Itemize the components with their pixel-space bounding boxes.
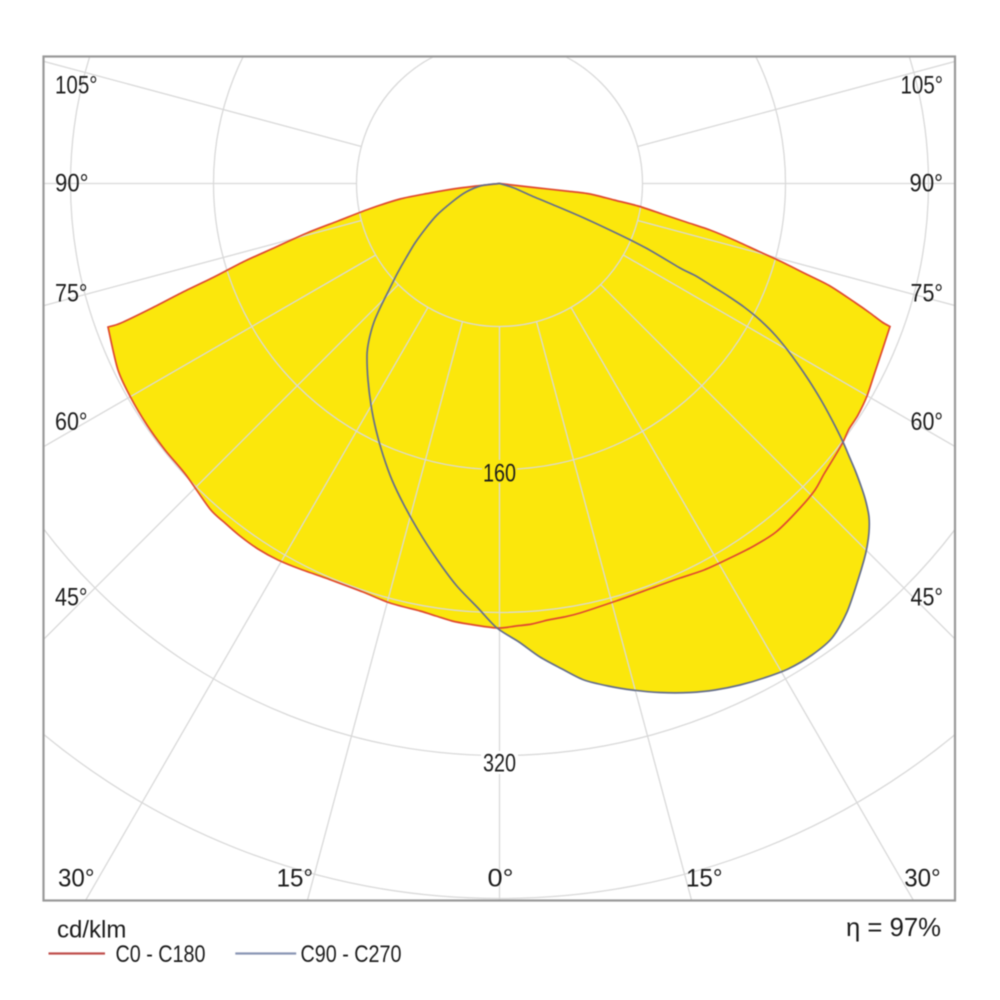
svg-text:cd/klm: cd/klm (57, 917, 126, 944)
svg-text:15°: 15° (686, 865, 723, 893)
svg-text:90°: 90° (55, 170, 89, 198)
svg-text:320: 320 (483, 750, 516, 778)
svg-text:75°: 75° (911, 280, 944, 308)
svg-text:90°: 90° (910, 170, 944, 198)
svg-text:C90 - C270: C90 - C270 (301, 941, 402, 968)
svg-text:C0 - C180: C0 - C180 (116, 941, 206, 968)
svg-text:0°: 0° (488, 865, 514, 893)
svg-text:105°: 105° (901, 72, 944, 100)
svg-text:60°: 60° (911, 408, 944, 436)
svg-text:105°: 105° (55, 72, 98, 100)
svg-text:160: 160 (483, 460, 516, 488)
svg-text:15°: 15° (277, 865, 314, 893)
svg-text:45°: 45° (911, 584, 944, 612)
svg-text:η = 97%: η = 97% (846, 912, 941, 942)
svg-text:30°: 30° (58, 865, 95, 893)
svg-text:60°: 60° (55, 408, 88, 436)
svg-text:45°: 45° (55, 584, 88, 612)
svg-text:75°: 75° (55, 280, 88, 308)
svg-text:30°: 30° (904, 865, 941, 893)
